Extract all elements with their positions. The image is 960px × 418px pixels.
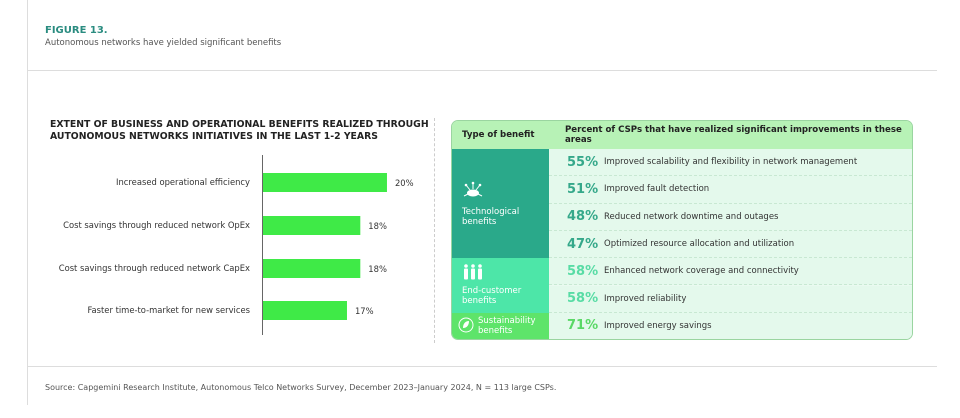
improvement-description: Enhanced network coverage and connectivi… bbox=[604, 266, 799, 277]
category-label: Increased operational efficiency bbox=[116, 177, 250, 187]
benefits-table: Type of benefit Percent of CSPs that have… bbox=[451, 120, 913, 340]
figure-label: FIGURE 13. bbox=[45, 25, 108, 36]
frame-left-border bbox=[27, 0, 28, 405]
improvement-description: Reduced network downtime and outages bbox=[604, 211, 779, 222]
table-row: 58% Enhanced network coverage and connect… bbox=[549, 258, 912, 286]
value-label: 20% bbox=[394, 178, 414, 188]
cloud-network-icon bbox=[462, 181, 549, 204]
leaf-icon bbox=[458, 317, 474, 336]
table-row: 51% Improved fault detection bbox=[549, 176, 912, 204]
percent-value: 51% bbox=[567, 181, 599, 197]
table-row: 55% Improved scalability and flexibility … bbox=[549, 149, 912, 177]
percent-value: 71% bbox=[567, 318, 599, 334]
benefit-group-label: Sustainability benefits bbox=[478, 316, 536, 337]
benefit-group-0: Technological benefits bbox=[452, 149, 549, 259]
chart-title: EXTENT OF BUSINESS AND OPERATIONAL BENEF… bbox=[50, 119, 429, 142]
benefit-group-label: Technological benefits bbox=[462, 206, 520, 227]
table-row: 47% Optimized resource allocation and uti… bbox=[549, 230, 912, 259]
footer-divider bbox=[27, 366, 937, 367]
header-type-of-benefit: Type of benefit bbox=[452, 121, 549, 149]
improvement-description: Optimized resource allocation and utiliz… bbox=[604, 239, 795, 250]
bar bbox=[263, 216, 361, 235]
percent-value: 58% bbox=[567, 291, 599, 307]
bar bbox=[263, 301, 347, 320]
category-label: Cost savings through reduced network OpE… bbox=[63, 220, 250, 230]
improvement-description: Improved fault detection bbox=[604, 184, 710, 195]
section-divider bbox=[434, 118, 435, 343]
table-row: 71% Improved energy savings bbox=[549, 312, 912, 339]
bar bbox=[263, 259, 361, 278]
benefit-group-1: End-customer benefits bbox=[452, 258, 549, 313]
table-row: 58% Improved reliability bbox=[549, 285, 912, 313]
improvement-description: Improved scalability and flexibility in … bbox=[604, 157, 858, 168]
category-label: Cost savings through reduced network Cap… bbox=[58, 263, 250, 273]
header-percent: Percent of CSPs that have realized signi… bbox=[549, 121, 912, 149]
percent-value: 47% bbox=[567, 236, 599, 252]
improvement-description: Improved energy savings bbox=[604, 320, 712, 331]
percent-value: 58% bbox=[567, 263, 599, 279]
figure-subtitle: Autonomous networks have yielded signifi… bbox=[45, 38, 282, 48]
percent-value: 48% bbox=[567, 209, 599, 225]
source-note: Source: Capgemini Research Institute, Au… bbox=[45, 383, 557, 392]
people-icon bbox=[462, 264, 549, 283]
benefit-group-2: Sustainability benefits bbox=[452, 312, 549, 339]
percent-value: 55% bbox=[567, 154, 599, 170]
header-divider bbox=[27, 70, 937, 71]
value-label: 18% bbox=[368, 221, 387, 231]
table-row: 48% Reduced network downtime and outages bbox=[549, 203, 912, 231]
value-label: 17% bbox=[354, 306, 374, 316]
category-label: Faster time-to-market for new services bbox=[87, 305, 250, 315]
value-label: 18% bbox=[368, 264, 387, 274]
bar bbox=[263, 173, 387, 192]
benefit-group-label: End-customer benefits bbox=[462, 286, 522, 307]
improvement-description: Improved reliability bbox=[604, 293, 687, 304]
